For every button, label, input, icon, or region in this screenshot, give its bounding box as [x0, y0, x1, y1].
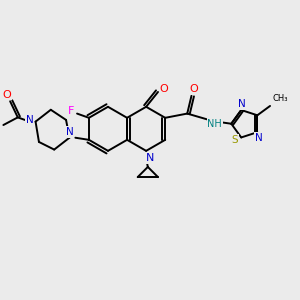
Text: CH₃: CH₃: [272, 94, 288, 103]
Text: O: O: [2, 89, 11, 100]
Text: NH: NH: [207, 119, 222, 129]
Text: N: N: [66, 127, 73, 137]
Text: N: N: [255, 133, 263, 143]
Text: N: N: [146, 153, 154, 163]
Text: N: N: [26, 115, 34, 125]
Text: S: S: [232, 135, 238, 145]
Text: F: F: [68, 106, 74, 116]
Text: O: O: [160, 84, 168, 94]
Text: N: N: [238, 99, 245, 109]
Text: O: O: [190, 84, 198, 94]
